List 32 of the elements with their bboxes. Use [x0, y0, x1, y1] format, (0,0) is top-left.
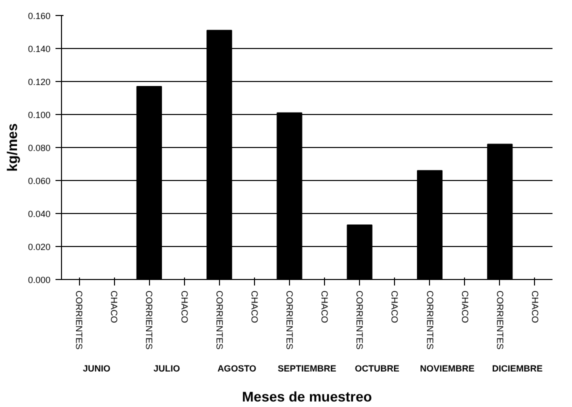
x-tick-label: CORRIENTES	[494, 290, 505, 350]
text: DICIEMBRE	[492, 364, 543, 374]
text: SEPTIEMBRE	[278, 364, 336, 374]
text: JUNIO	[82, 364, 110, 374]
y-axis-title: kg/mes	[4, 123, 20, 172]
x-tick-label: CORRIENTES	[354, 290, 365, 350]
y-tick-label: 0.040	[28, 209, 51, 219]
y-tick-label: 0.000	[28, 275, 51, 285]
x-tick-label: CHACO	[390, 290, 400, 324]
y-tick-label: 0.100	[28, 110, 51, 120]
y-tick-label: 0.060	[28, 176, 51, 186]
text: AGOSTO	[217, 364, 256, 374]
x-axis-title: Meses de muestreo	[242, 388, 372, 404]
x-tick-label: CHACO	[320, 290, 330, 324]
x-tick-label: CHACO	[179, 290, 190, 324]
x-tick-label: CHACO	[249, 290, 260, 324]
text: NOVIEMBRE	[420, 364, 475, 374]
x-tick-label: CORRIENTES	[284, 290, 294, 350]
x-tick-label: CORRIENTES	[424, 290, 435, 350]
x-tick-label: CORRIENTES	[74, 290, 84, 350]
x-tick-label: CHACO	[460, 290, 470, 324]
y-tick-label: 0.160	[28, 11, 51, 21]
text: OCTUBRE	[354, 364, 400, 374]
y-tick-label: 0.080	[28, 143, 51, 153]
text: JULIO	[153, 364, 180, 374]
x-tick-label: CORRIENTES	[144, 290, 154, 350]
x-tick-label: CHACO	[530, 290, 540, 324]
y-tick-label: 0.140	[28, 44, 51, 54]
x-tick-label: CHACO	[109, 290, 120, 324]
x-tick-label: CORRIENTES	[214, 290, 224, 350]
y-tick-label: 0.120	[28, 77, 51, 87]
y-tick-label: 0.020	[28, 242, 51, 252]
